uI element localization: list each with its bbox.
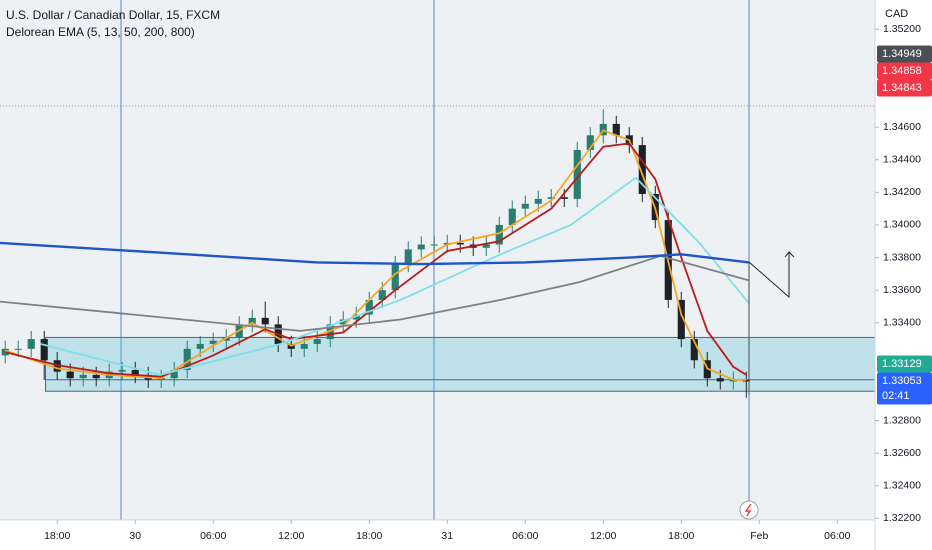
price-label: 1.34949 — [882, 48, 922, 60]
y-tick-label: 1.33400 — [883, 317, 921, 329]
plot-background — [0, 0, 875, 520]
drawing-arrow — [748, 250, 795, 299]
lightning-icon[interactable] — [739, 500, 759, 520]
candle-body — [716, 378, 724, 382]
candle-body — [547, 197, 555, 199]
x-tick-label: 06:00 — [512, 530, 538, 542]
candle-body — [14, 348, 22, 350]
countdown: 02:41 — [882, 390, 910, 402]
plot — [0, 105, 876, 398]
ema-line — [0, 241, 750, 266]
candle-body — [495, 224, 503, 245]
y-tick-label: 1.32200 — [883, 512, 921, 524]
candle-body — [508, 208, 516, 225]
candle-body — [612, 123, 620, 136]
candle-body — [638, 145, 646, 194]
candle-body — [573, 149, 581, 199]
candle-body — [66, 371, 74, 379]
x-tick-label: 18:00 — [356, 530, 382, 542]
price-labels: 1.34949 1.34858 1.34843 1.33129 1.33053 02:41 — [877, 45, 932, 405]
y-tick-label: 1.32400 — [883, 480, 921, 492]
price-label: 1.33129 — [882, 358, 922, 370]
candle-body — [170, 370, 178, 379]
axes: 1.32200 1.32400 1.32600 1.32800 1.33400 1.336… — [44, 23, 921, 542]
icon-circle[interactable] — [739, 500, 759, 520]
candle-body — [365, 299, 373, 315]
price-label: 1.34843 — [882, 82, 922, 94]
x-tick-label: 18:00 — [44, 530, 70, 542]
x-tick-label: 18:00 — [668, 530, 694, 542]
ema-line — [4, 142, 747, 378]
candle-body — [40, 339, 48, 361]
y-tick-label: 1.34600 — [883, 121, 921, 133]
y-tick-label: 1.35200 — [883, 23, 921, 35]
candle-body — [391, 264, 399, 291]
x-tick-label: 12:00 — [278, 530, 304, 542]
x-tick-label: 12:00 — [590, 530, 616, 542]
ema-line — [40, 176, 750, 376]
candle-body — [27, 339, 35, 349]
candle-body — [482, 244, 490, 248]
candle-body — [261, 317, 269, 325]
candle-body — [222, 337, 230, 341]
indicator-label: Delorean EMA (5, 13, 50, 200, 800) — [6, 25, 195, 39]
price-label-box — [877, 45, 932, 63]
x-tick-label: 30 — [129, 530, 141, 542]
candle-body — [118, 370, 126, 372]
candle-body — [183, 348, 191, 371]
y-tick-label: 1.33600 — [883, 284, 921, 296]
candle-body — [196, 343, 204, 349]
candle-body — [313, 339, 321, 344]
price-label-box — [877, 372, 932, 405]
price-label: 1.33053 — [882, 375, 922, 387]
chart-title: U.S. Dollar / Canadian Dollar, 15, FXCM — [6, 8, 220, 22]
ema-line — [4, 129, 747, 381]
candle-body — [521, 203, 529, 209]
candle-body — [690, 339, 698, 361]
time-axis — [0, 520, 875, 550]
candle-body — [92, 374, 100, 379]
candle-body — [248, 317, 256, 325]
candle-body — [677, 299, 685, 340]
y-tick-label: 1.34000 — [883, 219, 921, 231]
candle-body — [131, 370, 139, 375]
zone — [45, 336, 876, 392]
candle-body — [534, 198, 542, 204]
candle-body — [209, 340, 217, 344]
candle-body — [339, 319, 347, 325]
x-tick-label: 06:00 — [200, 530, 226, 542]
x-tick-label: 31 — [441, 530, 453, 542]
y-tick-label: 1.32600 — [883, 447, 921, 459]
y-tick-label: 1.32800 — [883, 414, 921, 426]
x-tick-label: 06:00 — [824, 530, 850, 542]
y-tick-label: 1.34200 — [883, 186, 921, 198]
candle-body — [456, 242, 464, 245]
candle-body — [560, 197, 568, 199]
price-label-box — [877, 355, 932, 373]
y-tick-label: 1.33800 — [883, 251, 921, 263]
candle-body — [430, 244, 438, 246]
y-tick-label: 1.34400 — [883, 154, 921, 166]
icon-bolt[interactable] — [744, 503, 752, 517]
candle-body — [300, 343, 308, 349]
candle-body — [378, 290, 386, 300]
price-label: 1.34858 — [882, 65, 922, 77]
candle-body — [404, 249, 412, 265]
candle-body — [417, 244, 425, 250]
price-label-box — [877, 79, 932, 97]
x-tick-label: Feb — [750, 530, 768, 542]
candle-body — [79, 374, 87, 379]
candle-body — [586, 135, 594, 150]
currency-label: CAD — [885, 8, 908, 20]
price-label-box — [877, 62, 932, 80]
